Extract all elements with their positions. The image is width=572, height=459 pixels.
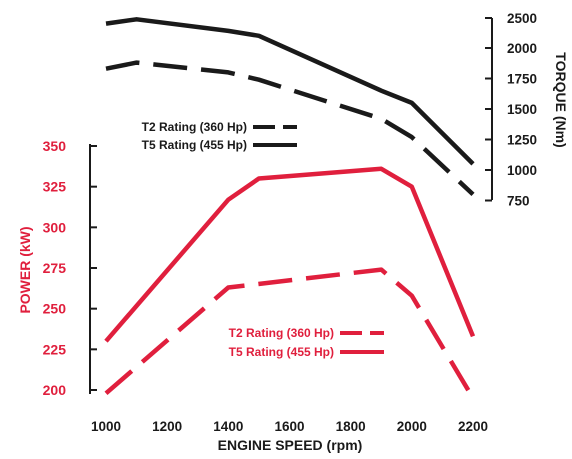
x-axis-title: ENGINE SPEED (rpm) [218, 437, 363, 453]
power-tick-label: 275 [43, 260, 67, 276]
torque-t2-dashed-line [105, 60, 475, 197]
x-axis-ticks: 1000 1200 1400 1600 1800 2000 2200 [91, 419, 488, 434]
torque-tick-label: 1250 [507, 133, 537, 148]
torque-tick-label: 1500 [507, 102, 537, 117]
x-tick-label: 2000 [397, 419, 427, 434]
x-tick-label: 2200 [458, 419, 488, 434]
torque-tick-label: 1750 [507, 72, 537, 87]
power-tick-label: 225 [43, 341, 67, 357]
power-tick-label: 325 [43, 179, 67, 195]
power-legend-t5-label: T5 Rating (455 Hp) [229, 345, 334, 359]
x-tick-label: 1600 [274, 419, 304, 434]
power-t2-dashed-line [104, 267, 475, 400]
power-axis-ticks: 350 325 300 275 250 225 200 [43, 138, 97, 398]
power-legend: T2 Rating (360 Hp) T5 Rating (455 Hp) [229, 326, 384, 359]
x-tick-label: 1800 [336, 419, 366, 434]
power-t5-solid-line [104, 166, 476, 343]
power-tick-label: 250 [43, 301, 67, 317]
torque-tick-label: 2500 [507, 11, 537, 26]
power-tick-label: 350 [43, 138, 67, 154]
torque-tick-label: 2000 [507, 41, 537, 56]
power-axis-title: POWER (kW) [17, 226, 33, 313]
power-tick-label: 200 [43, 382, 67, 398]
torque-legend-t5-label: T5 Rating (455 Hp) [142, 138, 247, 152]
series-layer [104, 17, 476, 400]
x-tick-label: 1200 [152, 419, 182, 434]
x-tick-label: 1400 [213, 419, 243, 434]
torque-legend-t2-label: T2 Rating (360 Hp) [142, 120, 247, 134]
power-tick-label: 300 [43, 219, 67, 235]
torque-tick-label: 1000 [507, 163, 537, 178]
torque-axis-ticks: 2500 2000 1750 1500 1250 1000 750 [485, 11, 537, 209]
torque-legend: T2 Rating (360 Hp) T5 Rating (455 Hp) [142, 120, 297, 152]
x-tick-label: 1000 [91, 419, 121, 434]
torque-tick-label: 750 [507, 194, 530, 209]
torque-t5-solid-line [105, 17, 475, 166]
power-legend-t2-label: T2 Rating (360 Hp) [229, 326, 334, 340]
torque-axis-title: TORQUE (Nm) [553, 52, 569, 147]
